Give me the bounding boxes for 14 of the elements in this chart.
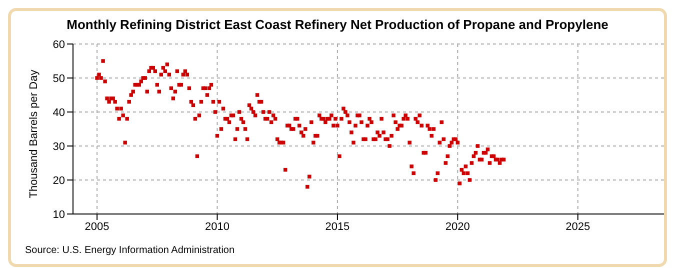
x-tick-label: 2005 — [84, 220, 110, 233]
y-tick-label: 20 — [52, 174, 65, 187]
y-tick-label: 50 — [52, 72, 65, 85]
source-note: Source: U.S. Energy Information Administration — [25, 245, 235, 256]
y-tick-label: 10 — [52, 208, 65, 221]
x-tick-label: 2010 — [205, 220, 230, 233]
x-tick-label: 2025 — [566, 220, 590, 233]
y-tick-label: 40 — [52, 106, 65, 119]
chart-title: Monthly Refining District East Coast Refinery Net Production of Propane and Propylene — [66, 17, 610, 32]
y-tick-label: 60 — [52, 38, 65, 51]
x-tick-label: 2020 — [445, 220, 470, 233]
x-tick-label: 2015 — [325, 220, 350, 233]
y-axis-title: Thousand Barrels per Day — [28, 69, 40, 198]
y-tick-label: 30 — [52, 140, 65, 153]
